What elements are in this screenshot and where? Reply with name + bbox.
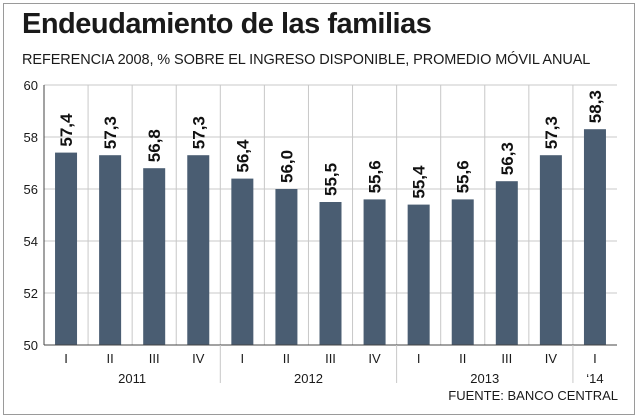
data-label: 56,8 — [145, 129, 164, 162]
x-tick-label: II — [283, 351, 290, 366]
data-label: 55,4 — [410, 165, 429, 199]
bar-layer — [55, 129, 606, 345]
data-label: 56,4 — [233, 139, 252, 173]
data-label: 56,3 — [498, 142, 517, 175]
data-label: 57,3 — [189, 116, 208, 149]
source-note: FUENTE: BANCO CENTRAL — [448, 388, 618, 403]
bar — [539, 155, 562, 345]
bar — [231, 178, 254, 345]
x-tick-label: I — [593, 351, 597, 366]
year-label: 2012 — [294, 371, 323, 386]
x-tick-label: IV — [368, 351, 381, 366]
bar — [99, 155, 122, 345]
bar — [55, 152, 78, 345]
y-tick-label: 50 — [24, 338, 38, 353]
y-tick-label: 60 — [24, 78, 38, 93]
data-label: 58,3 — [586, 90, 605, 123]
label-layer: 57,4 57,3 56,8 57,3 56,4 56,0 55,5 55,6 55,4 55,6… — [57, 90, 605, 198]
x-tick-label: II — [459, 351, 466, 366]
year-label: 2011 — [118, 371, 146, 386]
data-label: 55,6 — [366, 160, 385, 193]
data-label: 57,3 — [542, 116, 561, 149]
x-tick-label: IV — [192, 351, 205, 366]
bar — [583, 129, 606, 345]
bar — [275, 189, 298, 345]
grid-layer — [44, 84, 617, 346]
data-label: 57,4 — [57, 113, 76, 147]
x-tick-label: IV — [545, 351, 558, 366]
bar — [143, 168, 166, 345]
x-tick-label: III — [325, 351, 336, 366]
data-label: 55,6 — [454, 160, 473, 193]
x-tick-label: II — [106, 351, 113, 366]
x-tick-label: I — [417, 351, 421, 366]
data-label: 57,3 — [101, 116, 120, 149]
x-tick-label: III — [149, 351, 160, 366]
data-label: 55,5 — [322, 163, 341, 196]
bar — [407, 204, 430, 345]
bar — [495, 181, 518, 345]
x-tick-label: I — [241, 351, 245, 366]
x-tick-label: I — [64, 351, 68, 366]
year-label: 2013 — [470, 371, 499, 386]
y-tick-label: 54 — [24, 234, 38, 249]
chart-subtitle: REFERENCIA 2008, % SOBRE EL INGRESO DISP… — [22, 52, 591, 68]
chart-frame — [3, 3, 635, 415]
bar — [187, 155, 210, 345]
bar — [363, 199, 386, 345]
year-label: ‘14 — [586, 371, 603, 386]
y-tick-label: 52 — [24, 286, 38, 301]
x-tick-label: III — [501, 351, 512, 366]
data-label: 56,0 — [277, 150, 296, 183]
chart-title: Endeudamiento de las familias — [22, 8, 432, 40]
bar — [451, 199, 474, 345]
y-tick-label: 56 — [24, 182, 38, 197]
y-tick-label: 58 — [24, 130, 38, 145]
bar — [319, 202, 342, 345]
